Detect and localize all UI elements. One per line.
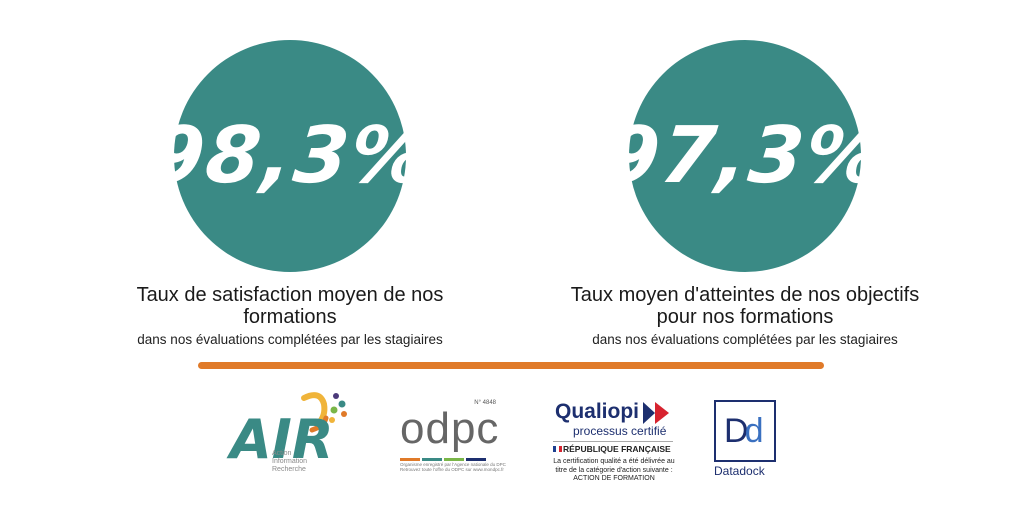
odpc-logo: N° 4848 odpc Organisme enregistré par l'… — [398, 400, 510, 472]
qualiopi-subtitle: processus certifié — [573, 424, 667, 438]
qualiopi-cert-3: ACTION DE FORMATION — [573, 475, 655, 482]
french-flag-icon — [553, 446, 562, 452]
odpc-number: N° 4848 — [474, 400, 496, 406]
air-tagline-1: Action — [272, 450, 292, 457]
stat-sub: dans nos évaluations complétées par les … — [137, 332, 443, 347]
air-wordmark: AIR — [230, 408, 334, 471]
datadock-monogram: Dd — [724, 412, 764, 451]
air-logo-icon — [301, 392, 347, 433]
stat-circle: 98,3% — [145, 40, 435, 272]
datadock-letter-2: d — [744, 412, 764, 450]
stat-label: Taux de satisfaction moyen de nos format… — [136, 284, 444, 328]
qualiopi-cert-2: titre de la catégorie d'action suivante … — [555, 466, 673, 474]
qualiopi-arrows-icon — [643, 402, 669, 424]
datadock-wordmark: Datadock — [714, 464, 765, 478]
odpc-dots-icon — [400, 458, 486, 461]
air-tagline-3: Recherche — [272, 466, 306, 473]
stat-satisfaction: 98,3% Taux de satisfaction moyen de nos … — [100, 40, 480, 347]
stat-value: 97,3% — [599, 111, 891, 201]
qualiopi-cert-1: La certification qualité a été délivrée … — [553, 458, 675, 465]
odpc-caption-1: Organisme enregistré par l'Agence nation… — [400, 462, 506, 467]
logo-strip: AIR Action Information Recherche N° 4848… — [0, 385, 1024, 495]
stat-objectives: 97,3% Taux moyen d'atteintes de nos obje… — [550, 40, 940, 347]
stat-circle: 97,3% — [600, 40, 890, 272]
datadock-letter-1: D — [724, 412, 748, 450]
qualiopi-certification: La certification qualité a été délivrée … — [553, 458, 675, 484]
qualiopi-wordmark: Qualiopi — [555, 400, 639, 423]
odpc-caption: Organisme enregistré par l'Agence nation… — [400, 462, 510, 472]
divider — [198, 362, 824, 369]
odpc-caption-2: Retrouvez toute l'offre du ODPC sur www.… — [400, 467, 504, 472]
qualiopi-rule — [553, 441, 673, 442]
air-tagline: Action Information Recherche — [272, 450, 307, 474]
stat-value: 98,3% — [144, 111, 436, 201]
air-logo: AIR Action Information Recherche — [230, 390, 360, 490]
qualiopi-logo: Qualiopi processus certifié RÉPUBLIQUE F… — [553, 400, 678, 490]
air-tagline-2: Information — [272, 458, 308, 465]
odpc-wordmark: odpc — [400, 404, 500, 453]
stat-label: Taux moyen d'atteintes de nos objectifs … — [570, 284, 920, 328]
stat-sub: dans nos évaluations complétées par les … — [592, 332, 898, 347]
qualiopi-republic: RÉPUBLIQUE FRANÇAISE — [563, 444, 671, 454]
datadock-box: Dd — [714, 400, 776, 462]
datadock-logo: Dd Datadock — [714, 400, 778, 482]
